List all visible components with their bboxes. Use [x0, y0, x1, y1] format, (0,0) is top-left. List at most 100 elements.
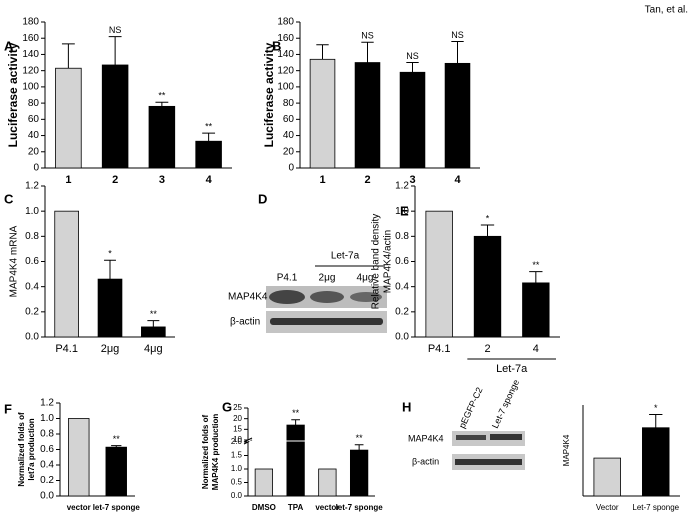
y-axis-label: Luciferase activity [262, 42, 276, 147]
annotation: NS [109, 25, 122, 35]
y-axis-label: let7a production [27, 418, 36, 480]
y-axis-label: Relative band density [371, 214, 382, 310]
y-tick-label: 0.4 [395, 281, 409, 292]
annotation: * [108, 249, 112, 259]
y-tick-label: 140 [277, 49, 294, 60]
x-tick-label: 3 [409, 174, 415, 186]
error-bar [108, 36, 122, 65]
band [270, 318, 383, 325]
band [350, 292, 382, 302]
annotation: ** [292, 408, 300, 418]
band [310, 291, 344, 303]
x-tick-label: 3 [159, 174, 165, 186]
error-bar [147, 320, 160, 327]
x-tick-label: 4 [533, 343, 539, 355]
error-bar [354, 444, 364, 451]
panel-label: D [258, 191, 267, 206]
band [456, 435, 486, 440]
bar [354, 62, 381, 169]
y-tick-label: 80 [283, 98, 295, 109]
y-tick-label: 1.2 [40, 398, 54, 409]
y-tick-label: 0.4 [25, 281, 39, 292]
y-tick-label: 20 [233, 414, 242, 423]
group-label: Let-7a [496, 363, 528, 375]
error-bar [361, 41, 374, 63]
error-bar [480, 224, 495, 237]
x-tick-label: TPA [288, 503, 304, 512]
row-label: MAP4K4 [408, 433, 444, 443]
error-bar [202, 132, 216, 142]
y-tick-label: 40 [283, 130, 295, 141]
row-label: β-actin [230, 317, 260, 328]
x-tick-label: let-7 sponge [93, 503, 141, 512]
error-bar [649, 413, 663, 428]
x-tick-label: 4 [206, 174, 213, 186]
lane-label: 2μg [319, 273, 336, 284]
y-tick-label: 0.6 [40, 444, 54, 455]
annotation: NS [361, 31, 374, 41]
y-tick-label: 1.2 [25, 181, 39, 192]
annotation: ** [356, 433, 364, 443]
panel-label: H [402, 399, 411, 414]
y-tick-label: 180 [22, 17, 39, 28]
bar [148, 105, 176, 169]
y-tick-label: 0.2 [395, 306, 409, 317]
y-tick-label: 0.0 [40, 491, 54, 502]
x-tick-label: let-7 sponge [336, 503, 384, 512]
error-bar [316, 44, 329, 60]
y-axis-label: MAP4K4/actin [383, 230, 394, 293]
y-tick-label: 60 [28, 114, 40, 125]
y-tick-label: 0.0 [231, 491, 243, 500]
bar [101, 64, 129, 169]
annotation: ** [113, 434, 121, 444]
error-bar [451, 40, 464, 64]
band [269, 290, 305, 304]
y-tick-label: 0.8 [40, 429, 54, 440]
y-tick-label: 0 [33, 163, 39, 174]
y-tick-label: 0.6 [25, 256, 39, 267]
y-tick-label: 1.5 [231, 451, 243, 460]
band [455, 459, 522, 465]
y-tick-label: 0.6 [395, 256, 409, 267]
y-axis-label: MAP4K4 mRNA [9, 225, 20, 297]
lane-label: 4μg [357, 273, 374, 284]
bar [349, 449, 369, 497]
error-bar [155, 101, 169, 107]
lane-label: P4.1 [277, 273, 298, 284]
bar [195, 140, 222, 169]
y-tick-label: 1.0 [25, 206, 39, 217]
x-tick-label: DMSO [252, 503, 276, 512]
y-tick-label: 40 [28, 130, 40, 141]
bar [444, 62, 471, 169]
panel-label: E [400, 203, 409, 218]
annotation: NS [406, 51, 419, 61]
y-tick-label: 80 [28, 98, 40, 109]
bar [425, 210, 453, 338]
y-tick-label: 0.8 [395, 231, 409, 242]
annotation: ** [158, 91, 166, 101]
bar [105, 446, 127, 497]
y-tick-label: 0.0 [395, 332, 409, 343]
panel-label: B [272, 38, 281, 53]
y-tick-label: 1.0 [231, 464, 243, 473]
x-tick-label: 2 [364, 174, 370, 186]
bar [55, 67, 82, 169]
x-tick-label: Vector [596, 503, 619, 512]
bar [68, 418, 90, 497]
y-tick-label: 0.8 [25, 231, 39, 242]
y-axis-label: Luciferase activity [6, 42, 20, 147]
x-tick-label: vector [315, 503, 339, 512]
annotation: ** [205, 121, 213, 131]
panel-label: A [4, 38, 14, 53]
bar [54, 210, 79, 338]
y-tick-label: 20 [28, 146, 40, 157]
y-tick-label: 60 [283, 114, 295, 125]
axis-break-gap [249, 440, 376, 442]
y-tick-label: 140 [22, 49, 39, 60]
lane-label: pEGFP-C2 [457, 386, 485, 430]
x-tick-label: 2 [484, 343, 490, 355]
x-tick-label: 1 [319, 174, 325, 186]
annotation: NS [451, 30, 464, 40]
y-tick-label: 0.5 [231, 478, 243, 487]
